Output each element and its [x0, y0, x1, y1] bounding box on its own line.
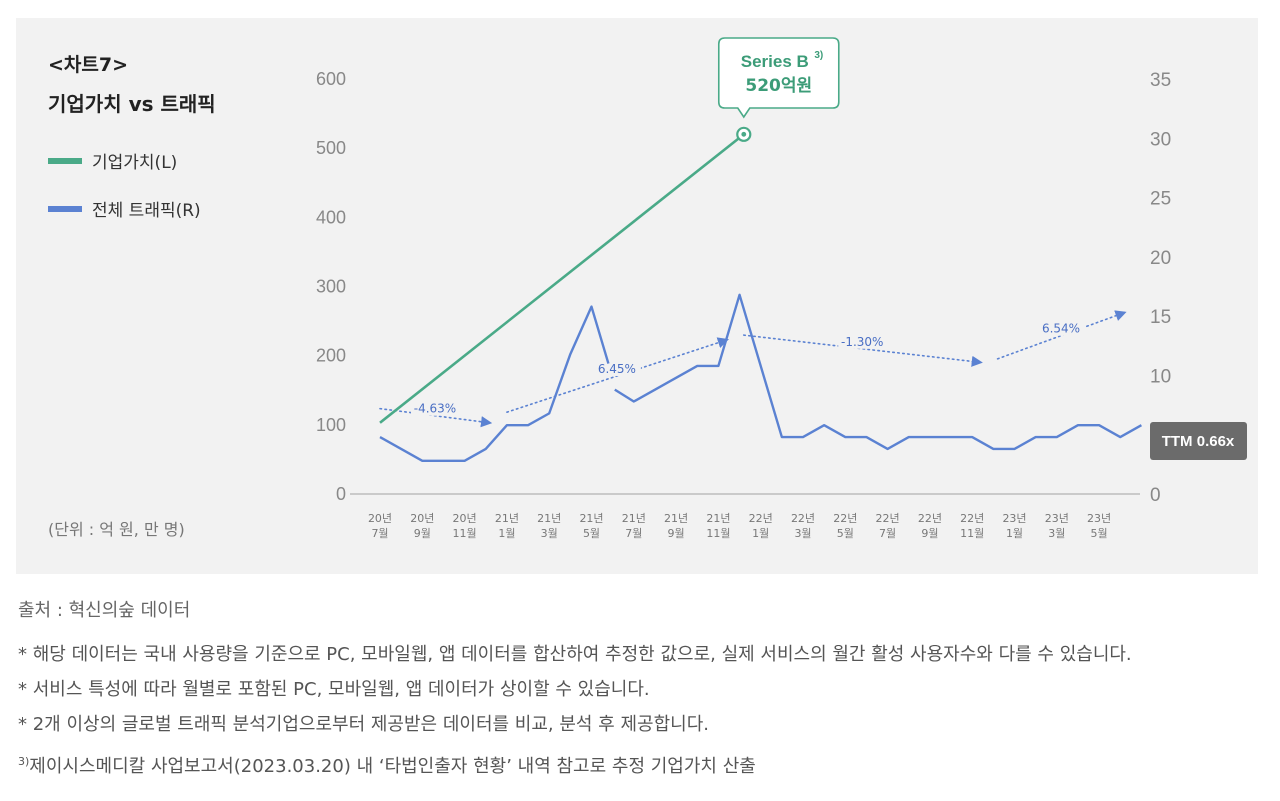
- y-right-tick-label: 30: [1150, 129, 1171, 150]
- series-line-valuation: [379, 133, 745, 424]
- callout-title-sup: 3): [814, 50, 823, 61]
- x-tick-label: 21년 7월: [622, 512, 646, 540]
- x-tick-label: 21년 9월: [664, 512, 688, 540]
- callout-value: 520억원: [745, 76, 812, 96]
- ttm-badge-label: TTM 0.66x: [1162, 433, 1235, 450]
- note-2: * 서비스 특성에 따라 월별로 포함된 PC, 모바일웹, 앱 데이터가 상이…: [18, 679, 650, 700]
- x-tick-label: 23년 5월: [1087, 512, 1111, 540]
- x-tick-label: 22년 7월: [876, 512, 900, 540]
- x-tick-label: 20년 11월: [453, 512, 477, 540]
- chart-title: 기업가치 vs 트래픽: [48, 92, 216, 116]
- y-left-tick-label: 300: [316, 277, 346, 297]
- y-right-tick-label: 35: [1150, 70, 1171, 91]
- x-tick-label: 21년 5월: [579, 512, 603, 540]
- x-tick-label: 20년 7월: [368, 512, 392, 540]
- y-left-tick-label: 100: [316, 415, 346, 435]
- y-left-tick-label: 200: [316, 346, 346, 366]
- x-tick-label: 22년 9월: [918, 512, 942, 540]
- series-line-traffic: [379, 305, 610, 462]
- series-line-traffic: [614, 293, 1142, 451]
- x-tick-label: 23년 1월: [1002, 512, 1026, 540]
- callout-box: [717, 37, 840, 119]
- x-tick-label: 21년 11월: [706, 512, 730, 540]
- note-3: * 2개 이상의 글로벌 트래픽 분석기업으로부터 제공받은 데이터를 비교, …: [18, 714, 709, 735]
- x-tick-label: 22년 3월: [791, 512, 815, 540]
- valuation-end-dot: [741, 131, 747, 137]
- y-left-tick-label: 0: [336, 484, 346, 504]
- y-left-tick-label: 400: [316, 207, 346, 227]
- legend-swatch-traffic: [48, 205, 82, 212]
- y-right-tick-label: 25: [1150, 189, 1171, 210]
- y-left-tick-label: 600: [316, 69, 346, 89]
- note-1: * 해당 데이터는 국내 사용량을 기준으로 PC, 모바일웹, 앱 데이터를 …: [18, 644, 1132, 665]
- legend-item-traffic: 전체 트래픽(R): [48, 196, 201, 221]
- source-text: 출처 : 혁신의숲 데이터: [18, 600, 191, 621]
- ttm-badge: [1150, 422, 1247, 460]
- footnote-mark: 3): [18, 755, 30, 768]
- trend-label: -4.63%: [414, 402, 456, 416]
- legend-label-traffic: 전체 트래픽(R): [92, 201, 201, 221]
- trend-label: -1.30%: [841, 335, 883, 349]
- x-tick-label: 20년 9월: [410, 512, 434, 540]
- x-tick-label: 23년 3월: [1045, 512, 1069, 540]
- y-right-tick-label: 20: [1150, 248, 1171, 269]
- trend-label: 6.45%: [598, 362, 636, 376]
- trend-label-bg: [1037, 319, 1086, 336]
- x-tick-label: 22년 11월: [960, 512, 984, 540]
- trend-label-bg: [592, 360, 641, 377]
- legend-swatch-valuation: [48, 157, 82, 164]
- chart-panel: [16, 18, 1258, 574]
- x-tick-label: 21년 3월: [537, 512, 561, 540]
- callout-title: Series B: [741, 52, 809, 71]
- x-tick-label: 22년 5월: [833, 512, 857, 540]
- legend-label-valuation: 기업가치(L): [92, 153, 178, 173]
- x-tick-label: 22년 1월: [749, 512, 773, 540]
- footnote: 3)제이시스메디칼 사업보고서(2023.03.20) 내 ‘타법인출자 현황’…: [18, 752, 756, 778]
- legend-item-valuation: 기업가치(L): [48, 148, 177, 173]
- chart-number-label: <차트7>: [48, 54, 129, 76]
- trend-label-bg: [410, 399, 459, 416]
- trend-label: 6.54%: [1042, 322, 1080, 336]
- y-left-tick-label: 500: [316, 138, 346, 158]
- footnote-text: 제이시스메디칼 사업보고서(2023.03.20) 내 ‘타법인출자 현황’ 내…: [29, 756, 756, 777]
- y-right-tick-label: 10: [1150, 366, 1171, 387]
- x-tick-label: 21년 1월: [495, 512, 519, 540]
- y-right-tick-label: 0: [1150, 485, 1161, 506]
- trend-label-bg: [838, 332, 887, 349]
- y-right-tick-label: 15: [1150, 307, 1171, 328]
- unit-label: (단위 : 억 원, 만 명): [48, 520, 185, 539]
